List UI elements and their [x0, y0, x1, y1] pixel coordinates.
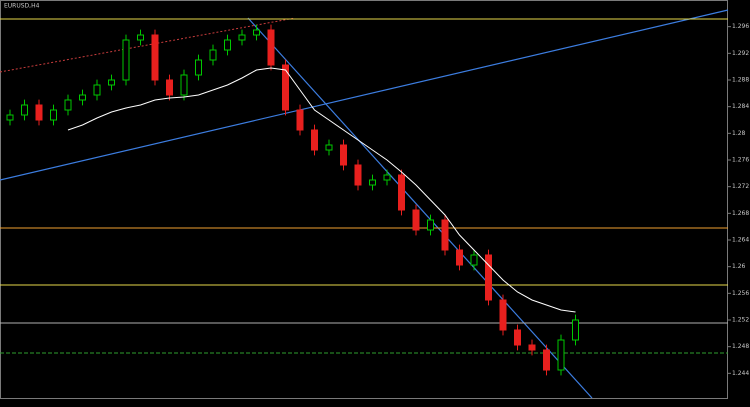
candle-body [64, 99, 72, 111]
candle-body [79, 94, 86, 101]
candle-body [282, 64, 289, 111]
candle-body [456, 249, 463, 266]
candle-body [543, 349, 550, 371]
candle-body [267, 29, 275, 66]
channel-line [0, 17, 296, 73]
candle-body [340, 144, 347, 166]
candle-body [296, 109, 304, 131]
candle-body [253, 29, 260, 36]
candle-body [6, 114, 14, 121]
y-tick-label: 1.284 [732, 103, 749, 110]
y-tick-label: 1.252 [732, 317, 749, 324]
y-tick-label: 1.268 [732, 210, 749, 217]
candle-body [354, 164, 362, 186]
candle-body [224, 39, 231, 51]
candle-body [412, 209, 420, 231]
candle-body [557, 339, 565, 371]
candle-body [195, 59, 202, 76]
candle-body [93, 84, 101, 96]
candle-body [383, 174, 391, 181]
y-tick-label: 1.248 [732, 343, 749, 350]
y-tick-label: 1.256 [732, 290, 749, 297]
candle-body [166, 79, 173, 96]
trend-line [247, 17, 593, 399]
candle-body [50, 109, 57, 121]
candle-body [514, 329, 521, 346]
candle-body [441, 219, 449, 251]
candle-body [528, 344, 536, 351]
y-tick-label: 1.28 [732, 130, 746, 137]
candle-body [499, 299, 507, 331]
candle-body [470, 254, 478, 266]
y-tick-label: 1.296 [732, 23, 749, 30]
candle-body [180, 74, 188, 96]
candle-body [238, 34, 246, 41]
candle-body [35, 104, 43, 121]
candle-body [398, 174, 405, 211]
trend-line [0, 9, 729, 181]
y-tick-label: 1.244 [732, 370, 749, 377]
candle-body [427, 219, 434, 231]
y-tick-label: 1.276 [732, 157, 749, 164]
candle-body [485, 254, 492, 301]
candle-body [137, 34, 144, 41]
candle-body [151, 34, 159, 81]
candle-body [122, 39, 130, 81]
plot-frame [0, 0, 728, 399]
candle-body [369, 179, 376, 186]
candle-body [209, 49, 217, 61]
candle-body [311, 129, 318, 151]
moving-average [67, 67, 576, 313]
y-tick-label: 1.264 [732, 237, 749, 244]
candle-body [325, 144, 333, 151]
y-tick-label: 1.26 [732, 263, 746, 270]
y-tick-label: 1.292 [732, 50, 749, 57]
candle-body [572, 319, 579, 341]
chart-title: EURUSD,H4 [4, 3, 40, 10]
y-tick-label: 1.272 [732, 183, 749, 190]
y-tick-label: 1.288 [732, 77, 749, 84]
candle-body [108, 79, 115, 86]
candle-body [21, 104, 28, 116]
